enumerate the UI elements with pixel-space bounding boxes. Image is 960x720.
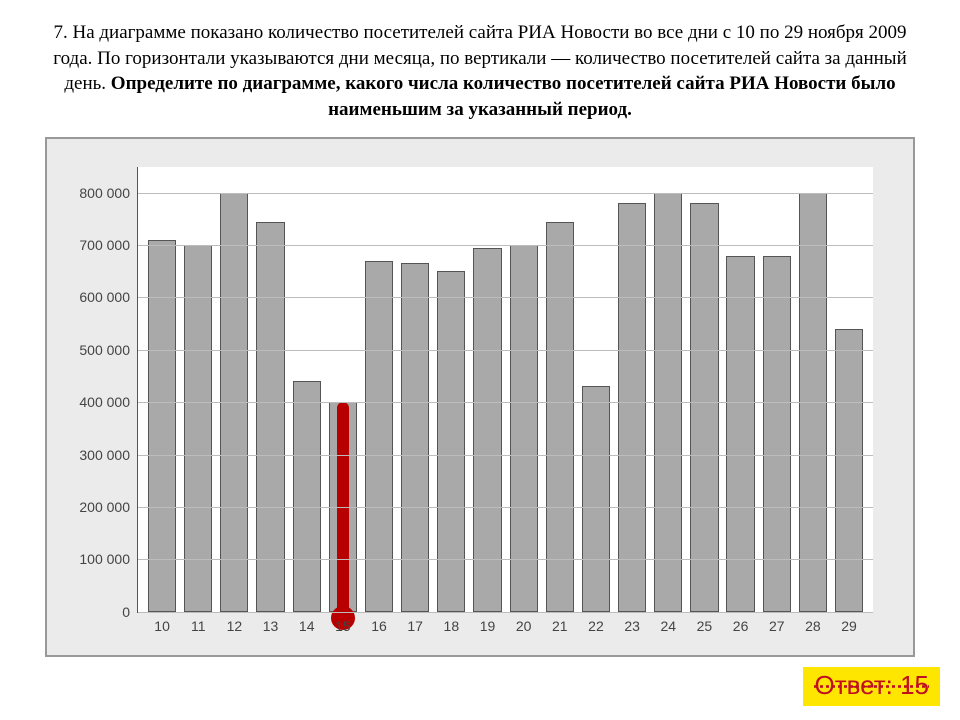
- bar: [763, 256, 791, 612]
- bar: [256, 222, 284, 612]
- bar-slot: 13: [252, 167, 288, 612]
- bar: [293, 381, 321, 611]
- bar-slot: 16: [361, 167, 397, 612]
- gridline: [138, 193, 873, 194]
- gridline: [138, 245, 873, 246]
- bar-slot: 21: [542, 167, 578, 612]
- bar-slot: 24: [650, 167, 686, 612]
- y-axis-label: 500 000: [79, 342, 138, 358]
- bar: [618, 203, 646, 611]
- x-axis-label: 28: [805, 618, 821, 634]
- x-axis-label: 11: [191, 618, 206, 634]
- gridline: [138, 612, 873, 613]
- y-axis-label: 0: [122, 604, 138, 620]
- bar-slot: 18: [433, 167, 469, 612]
- bar-slot: 15: [325, 167, 361, 612]
- x-axis-label: 23: [624, 618, 640, 634]
- gridline: [138, 507, 873, 508]
- bar: [184, 245, 212, 611]
- x-axis-label: 19: [480, 618, 496, 634]
- bar: [546, 222, 574, 612]
- bar-slot: 27: [759, 167, 795, 612]
- x-axis-label: 29: [841, 618, 857, 634]
- x-axis-label: 22: [588, 618, 604, 634]
- bar: [690, 203, 718, 611]
- x-axis-label: 10: [154, 618, 170, 634]
- bar: [510, 245, 538, 611]
- x-axis-label: 21: [552, 618, 568, 634]
- x-axis-label: 18: [444, 618, 460, 634]
- plot-area: 1011121314151617181920212223242526272829…: [137, 167, 873, 613]
- bar-slot: 29: [831, 167, 867, 612]
- bar: [148, 240, 176, 612]
- x-axis-label: 27: [769, 618, 785, 634]
- x-axis-label: 17: [407, 618, 423, 634]
- bar: [473, 248, 501, 612]
- x-axis-label: 15: [335, 618, 351, 634]
- gridline: [138, 297, 873, 298]
- x-axis-label: 26: [733, 618, 749, 634]
- gridline: [138, 455, 873, 456]
- y-axis-label: 700 000: [79, 237, 138, 253]
- y-axis-label: 100 000: [79, 551, 138, 567]
- bar-slot: 17: [397, 167, 433, 612]
- y-axis-label: 300 000: [79, 447, 138, 463]
- chart-frame: 1011121314151617181920212223242526272829…: [45, 137, 915, 657]
- x-axis-label: 12: [227, 618, 243, 634]
- gridline: [138, 350, 873, 351]
- bar-slot: 28: [795, 167, 831, 612]
- bar-slot: 22: [578, 167, 614, 612]
- y-axis-label: 200 000: [79, 499, 138, 515]
- bar-slot: 12: [216, 167, 252, 612]
- answer-label: Ответ: 15: [814, 670, 929, 700]
- bar: [582, 386, 610, 611]
- bar: [726, 256, 754, 612]
- x-axis-label: 25: [697, 618, 713, 634]
- bar: [437, 271, 465, 611]
- bar-slot: 11: [180, 167, 216, 612]
- bar-slot: 26: [723, 167, 759, 612]
- bar-slot: 20: [506, 167, 542, 612]
- bar-slot: 19: [469, 167, 505, 612]
- x-axis-label: 24: [660, 618, 676, 634]
- bar-slot: 25: [686, 167, 722, 612]
- bars-container: 1011121314151617181920212223242526272829: [138, 167, 873, 612]
- gridline: [138, 559, 873, 560]
- x-axis-label: 16: [371, 618, 387, 634]
- y-axis-label: 800 000: [79, 185, 138, 201]
- question-bold: Определите по диаграмме, какого числа ко…: [111, 73, 896, 120]
- bar: [835, 329, 863, 612]
- x-axis-label: 14: [299, 618, 315, 634]
- y-axis-label: 600 000: [79, 289, 138, 305]
- bar-slot: 23: [614, 167, 650, 612]
- x-axis-label: 20: [516, 618, 532, 634]
- y-axis-label: 400 000: [79, 394, 138, 410]
- question-text: 7. На диаграмме показано количество посе…: [32, 20, 928, 123]
- answer-box: Ответ: 15: [803, 667, 940, 706]
- bar-slot: 10: [144, 167, 180, 612]
- x-axis-label: 13: [263, 618, 279, 634]
- bar-slot: 14: [289, 167, 325, 612]
- highlight-marker: [337, 402, 349, 623]
- gridline: [138, 402, 873, 403]
